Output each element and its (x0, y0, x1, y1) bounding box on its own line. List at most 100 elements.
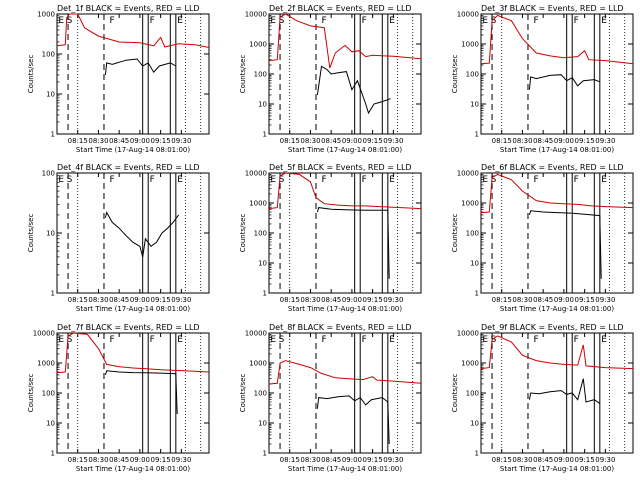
plot-title: Det_2f BLACK = Events, RED = LLD (269, 4, 412, 13)
x-tick-label: 09:15 (151, 137, 171, 145)
panel-2: Det_2f BLACK = Events, RED = LLD 1 10 100 10… (239, 4, 422, 154)
y-axis-label: Counts/sec (451, 374, 459, 413)
segment-label: F (322, 335, 327, 345)
x-tick-label: 09:30 (171, 296, 191, 304)
segment-label: E (601, 16, 607, 26)
x-tick-label: 08:45 (109, 296, 129, 304)
plot-title: Det_9f BLACK = Events, RED = LLD (481, 323, 624, 332)
segment-label: E (389, 175, 395, 185)
panel-4: Det_4f BLACK = Events, RED = LLD 1 10 100 Co… (27, 163, 210, 313)
segment-label: E (177, 16, 183, 26)
x-tick-label: 08:30 (88, 137, 108, 145)
plot-frame (56, 13, 210, 135)
plot-title: Det_6f BLACK = Events, RED = LLD (481, 163, 624, 172)
x-tick-label: 08:45 (321, 296, 341, 304)
segment-label: F (322, 175, 327, 185)
segment-label: F (322, 16, 327, 26)
segment-label: F (362, 335, 367, 345)
lld-series-line (268, 13, 422, 69)
segment-label: E (389, 16, 395, 26)
x-tick-label: 08:45 (321, 456, 341, 464)
x-axis-label: Start Time (17-Aug-14 08:01:00) (76, 465, 190, 473)
segment-label: S (279, 16, 285, 26)
y-tick-label: 1 (51, 131, 55, 139)
plot-frame (480, 332, 634, 454)
events-series-line (316, 207, 390, 279)
x-tick-label: 09:15 (151, 296, 171, 304)
events-series-line (104, 211, 180, 258)
x-tick-label: 08:15 (280, 456, 300, 464)
plot-frame (268, 172, 422, 294)
y-tick-label: 10000 (457, 170, 479, 178)
x-tick-label: 08:15 (492, 137, 512, 145)
x-axis-label: Start Time (17-Aug-14 08:01:00) (500, 465, 614, 473)
y-tick-label: 1000 (461, 41, 479, 49)
x-tick-label: 08:45 (109, 456, 129, 464)
segment-label: E (270, 335, 276, 345)
y-tick-label: 1 (51, 290, 55, 298)
y-tick-label: 10000 (457, 11, 479, 19)
x-tick-label: 09:00 (554, 296, 574, 304)
y-tick-label: 10 (470, 420, 479, 428)
segment-label: E (601, 335, 607, 345)
events-series-line (104, 370, 178, 415)
segment-label: F (362, 16, 367, 26)
y-axis-label: Counts/sec (239, 55, 247, 94)
panel-9: Det_9f BLACK = Events, RED = LLD 1 10 100 10… (451, 323, 634, 473)
y-tick-label: 100 (254, 230, 267, 238)
lld-series-line (480, 173, 634, 214)
y-tick-label: 100 (466, 71, 479, 79)
x-tick-label: 09:15 (575, 296, 595, 304)
segment-label: S (491, 335, 497, 345)
x-tick-label: 08:30 (88, 296, 108, 304)
x-tick-label: 08:15 (68, 456, 88, 464)
x-tick-label: 09:00 (342, 456, 362, 464)
y-tick-label: 1000 (37, 360, 55, 368)
x-tick-label: 08:30 (300, 296, 320, 304)
y-tick-label: 10 (258, 260, 267, 268)
y-tick-label: 1000 (249, 360, 267, 368)
y-axis-label: Counts/sec (451, 214, 459, 253)
lld-series-line (56, 332, 210, 374)
segment-label: F (362, 175, 367, 185)
panel-8: Det_8f BLACK = Events, RED = LLD 1 10 100 10… (239, 323, 422, 473)
lld-series-line (268, 360, 422, 385)
x-tick-label: 08:15 (68, 137, 88, 145)
panel-5: Det_5f BLACK = Events, RED = LLD 1 10 100 10… (239, 163, 422, 313)
x-tick-label: 08:45 (321, 137, 341, 145)
segment-label: F (534, 16, 539, 26)
segment-label: E (177, 175, 183, 185)
segment-label: E (482, 175, 488, 185)
segment-label: E (58, 335, 64, 345)
lld-series-line (480, 14, 634, 65)
x-tick-label: 09:15 (363, 296, 383, 304)
x-tick-label: 09:30 (171, 456, 191, 464)
plot-frame (56, 332, 210, 454)
y-tick-label: 10 (470, 101, 479, 109)
x-tick-label: 09:30 (383, 296, 403, 304)
x-tick-label: 09:15 (575, 456, 595, 464)
x-tick-label: 08:30 (512, 456, 532, 464)
segment-label: E (389, 335, 395, 345)
x-tick-label: 08:15 (492, 456, 512, 464)
panel-6: Det_6f BLACK = Events, RED = LLD 1 10 100 10… (451, 163, 634, 313)
x-tick-label: 08:30 (512, 137, 532, 145)
y-tick-label: 10 (258, 101, 267, 109)
segment-label: E (177, 335, 183, 345)
x-tick-label: 08:30 (300, 456, 320, 464)
segment-label: E (270, 175, 276, 185)
y-axis-label: Counts/sec (27, 214, 35, 253)
x-tick-label: 08:45 (533, 456, 553, 464)
segment-label: F (150, 175, 155, 185)
y-tick-label: 100 (466, 230, 479, 238)
y-tick-label: 10000 (245, 11, 267, 19)
y-tick-label: 100 (254, 390, 267, 398)
x-tick-label: 09:15 (363, 137, 383, 145)
y-tick-label: 1000 (461, 200, 479, 208)
y-tick-label: 1 (263, 450, 267, 458)
segment-label: F (574, 16, 579, 26)
events-series-line (316, 65, 391, 115)
y-tick-label: 1000 (37, 11, 55, 19)
plot-frame (480, 172, 634, 294)
y-tick-label: 100 (254, 71, 267, 79)
